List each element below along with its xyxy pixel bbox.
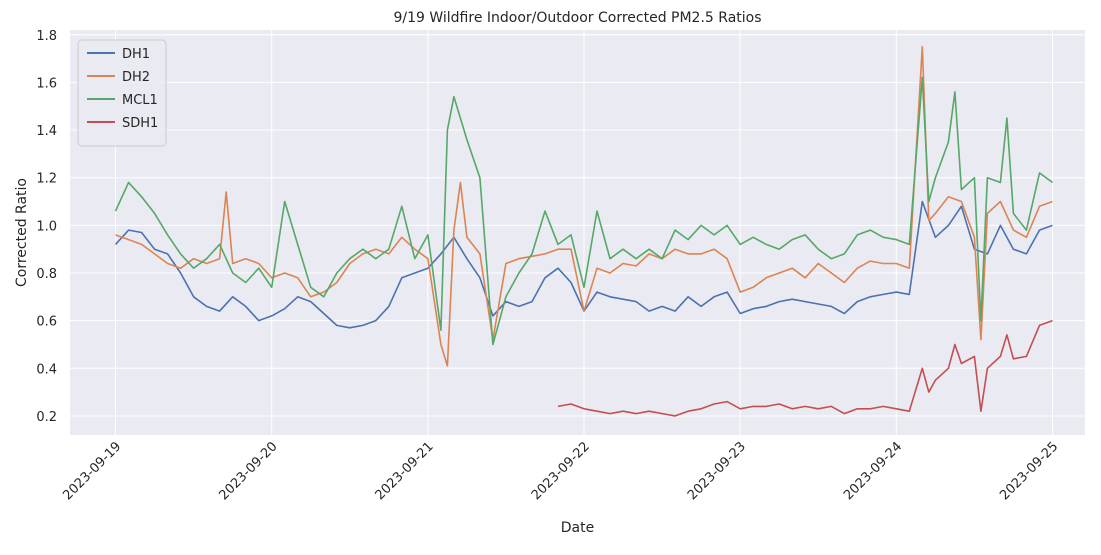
legend: DH1 DH2 MCL1 SDH1 [77, 39, 167, 147]
chart-title: 9/19 Wildfire Indoor/Outdoor Corrected P… [393, 10, 761, 26]
y-tick-label: 0.6 [36, 315, 57, 330]
legend-label: MCL1 [122, 93, 158, 108]
series-line-sdh1 [557, 319, 1053, 417]
legend-label: DH2 [122, 70, 150, 85]
y-tick-label: 0.2 [36, 410, 57, 425]
y-tick-label: 0.8 [36, 267, 57, 282]
x-tick-labels: 2023-09-19 2023-09-20 2023-09-21 2023-09-22… [60, 439, 1061, 503]
x-tick-label: 2023-09-19 [60, 439, 124, 503]
x-tick-label: 2023-09-24 [841, 439, 905, 503]
series-lines [114, 45, 1053, 417]
grid-lines [70, 30, 1085, 435]
plot-area [70, 30, 1085, 435]
x-tick-label: 2023-09-21 [373, 439, 437, 503]
legend-box [77, 39, 167, 147]
y-axis-label: Corrected Ratio [14, 178, 30, 287]
y-tick-label: 1.8 [36, 29, 57, 44]
x-tick-label: 2023-09-23 [685, 439, 749, 503]
x-tick-label: 2023-09-22 [529, 439, 593, 503]
y-tick-label: 1.2 [36, 172, 57, 187]
x-tick-label: 2023-09-20 [216, 439, 280, 503]
y-tick-label: 1.6 [36, 76, 57, 91]
x-tick-label: 2023-09-25 [997, 439, 1061, 503]
series-line-mcl1 [114, 76, 1053, 346]
y-tick-label: 1.0 [36, 219, 57, 234]
x-axis-label: Date [561, 520, 594, 536]
series-line-dh2 [115, 45, 1053, 367]
y-tick-label: 1.4 [36, 124, 57, 139]
legend-label: SDH1 [122, 116, 158, 131]
y-tick-labels: 0.2 0.4 0.6 0.8 1.0 1.2 1.4 1.6 1.8 [36, 29, 57, 425]
y-tick-label: 0.4 [36, 362, 57, 377]
legend-label: DH1 [122, 47, 150, 62]
